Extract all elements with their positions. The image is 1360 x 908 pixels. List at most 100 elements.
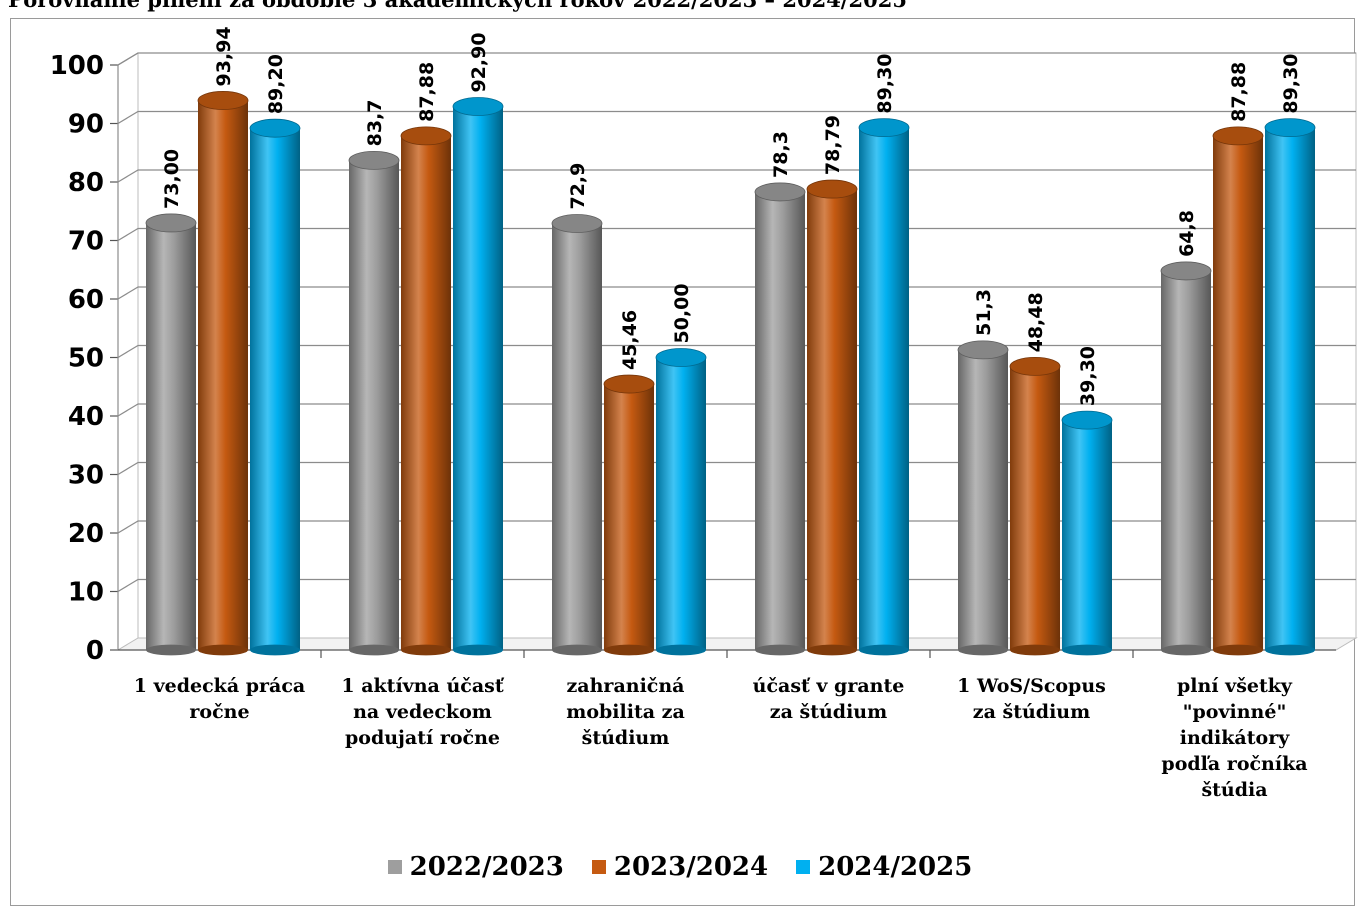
bar (858, 118, 910, 656)
bar-top (551, 214, 603, 233)
bar-body (807, 189, 857, 651)
bar-body (1161, 270, 1211, 650)
legend-label: 2024/2025 (818, 852, 973, 882)
bar-base (250, 644, 300, 656)
y-tick-label: 40 (68, 402, 104, 432)
bar-body (958, 349, 1008, 650)
bar-body (1010, 366, 1060, 650)
bar-base (807, 644, 857, 656)
bar (754, 182, 806, 656)
legend: 2022/2023 2023/2024 2024/2025 (0, 852, 1360, 882)
x-category-line: účasť v grante (752, 675, 905, 697)
bar-top (1009, 356, 1061, 376)
x-category-line: podujatí ročne (344, 727, 500, 749)
data-label: 89,30 (874, 53, 896, 113)
x-category-line: štúdium (581, 727, 670, 749)
bar-top (400, 126, 452, 146)
bar-top (754, 182, 806, 202)
gridline (117, 403, 1356, 417)
x-category-line: za štúdium (769, 701, 888, 723)
bar (400, 126, 452, 656)
bar-top (145, 213, 197, 233)
bar (1160, 261, 1212, 656)
bar-top (806, 179, 858, 199)
x-category-line: 1 vedecká práca (133, 675, 306, 697)
bar (145, 213, 197, 656)
bar (1061, 410, 1113, 656)
legend-label: 2022/2023 (409, 852, 564, 882)
bar-base (1062, 644, 1112, 656)
bar-top (858, 118, 910, 137)
gridline (117, 286, 1356, 300)
bar (197, 91, 249, 656)
gridline (117, 344, 1356, 359)
x-category-line: plní všetky (1177, 675, 1292, 697)
y-tick-label: 80 (68, 168, 104, 198)
x-category-line: 1 WoS/Scopus (957, 675, 1106, 697)
y-tick-label: 50 (68, 344, 104, 374)
bar-base (1010, 644, 1060, 656)
bar-top (452, 97, 504, 116)
bar (806, 179, 858, 656)
data-label: 48,48 (1025, 292, 1047, 352)
y-tick-label: 10 (68, 578, 104, 608)
x-category-line: mobilita za (566, 701, 685, 723)
legend-swatch (591, 860, 606, 874)
bar-base (1213, 644, 1263, 656)
bar-base (604, 644, 654, 656)
y-tick-label: 70 (68, 227, 104, 257)
bar-body (859, 127, 909, 651)
x-category-label: plní všetky "povinné" indikátory podľa ročn… (1140, 673, 1330, 803)
gridline (117, 461, 1356, 476)
gridline (117, 227, 1356, 242)
gridline (117, 520, 1356, 534)
data-label: 50,00 (671, 283, 693, 343)
x-category-label: 1 vedecká práca ročne (125, 673, 315, 725)
data-label: 89,20 (265, 54, 287, 114)
data-label: 89,30 (1280, 53, 1302, 113)
bar-top (348, 150, 400, 170)
x-category-line: na vedeckom (353, 701, 492, 723)
bar-base (198, 644, 248, 656)
y-tick-label: 90 (68, 110, 104, 140)
bar-top (603, 374, 655, 394)
bar-top (957, 340, 1009, 360)
bar-body (604, 384, 654, 650)
bar-base (453, 644, 503, 656)
data-label: 87,88 (1228, 62, 1250, 122)
x-category-label: 1 WoS/Scopus za štúdium (937, 673, 1127, 725)
data-label: 83,7 (364, 99, 386, 146)
x-category-label: 1 aktívna účasť na vedeckom podujatí ročne (328, 673, 518, 751)
bar-body (198, 100, 248, 651)
bar (655, 348, 707, 656)
legend-swatch (387, 860, 402, 874)
y-tick-label: 30 (68, 461, 104, 491)
data-label: 51,3 (973, 289, 995, 336)
x-category-line: ročne (189, 701, 250, 723)
data-label: 64,8 (1176, 210, 1198, 257)
x-category-line: za štúdium (972, 701, 1091, 723)
bar-body (349, 160, 399, 651)
gridline (117, 169, 1356, 183)
bar-body (552, 223, 602, 650)
data-label: 92,90 (468, 32, 490, 92)
bar-top (655, 348, 707, 367)
bar-top (1264, 118, 1316, 137)
bar-top (1061, 410, 1113, 430)
legend-item: 2024/2025 (796, 852, 972, 882)
y-tick-label: 100 (50, 51, 104, 81)
x-category-label: zahraničná mobilita za štúdium (531, 673, 721, 751)
bar (1212, 126, 1264, 656)
bar (603, 374, 655, 656)
y-axis-line (117, 52, 139, 650)
data-label: 78,79 (822, 115, 844, 175)
legend-swatch (796, 860, 811, 874)
bar-body (401, 135, 451, 651)
x-category-line: "povinné" (1182, 701, 1287, 723)
bar-base (349, 644, 399, 656)
x-category-label: účasť v grante za štúdium (734, 673, 924, 725)
bar-base (1161, 644, 1211, 656)
bar (1009, 356, 1061, 656)
bar-body (250, 128, 300, 650)
bar-top (1160, 261, 1212, 281)
